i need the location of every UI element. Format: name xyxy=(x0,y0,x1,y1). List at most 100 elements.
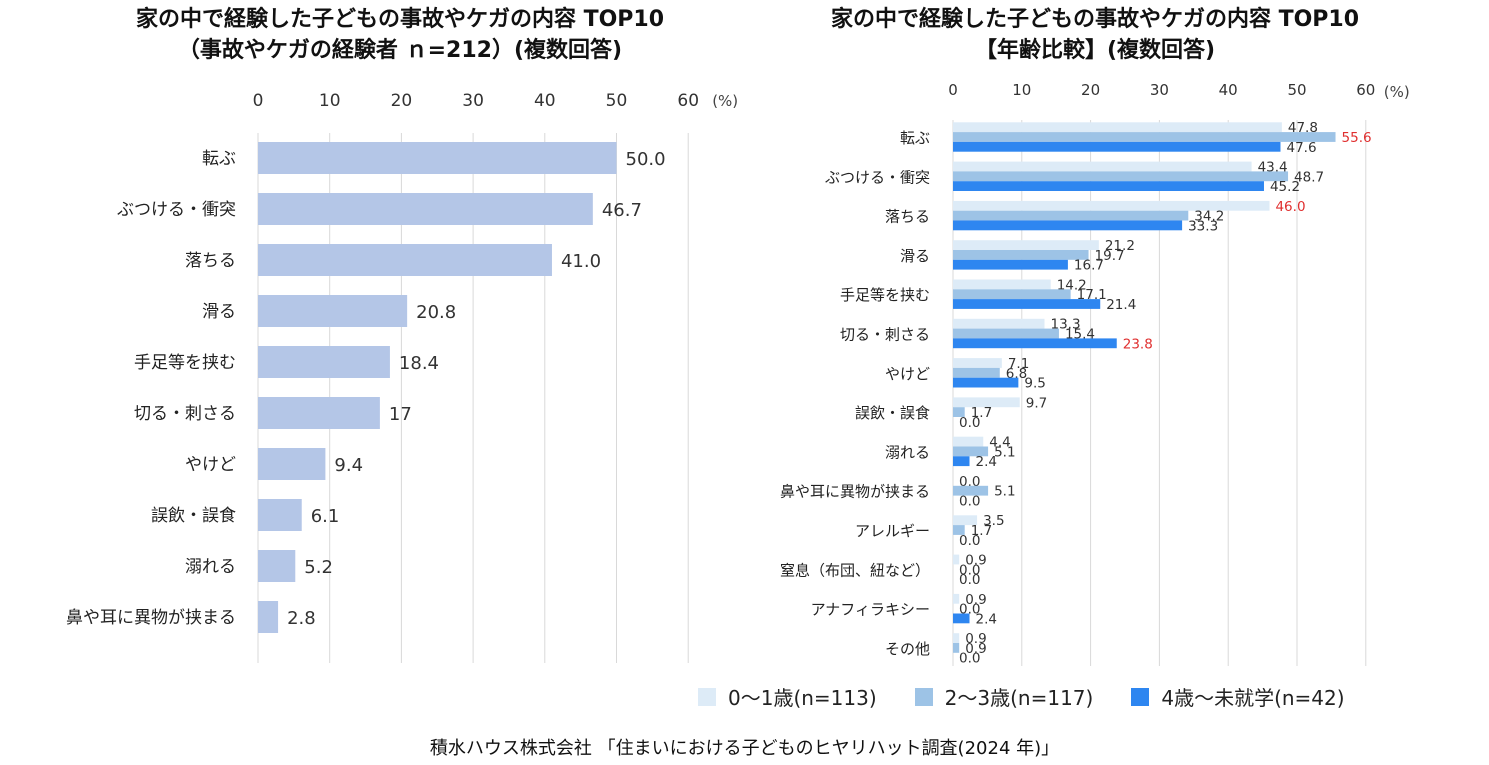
right-tick-label: 50 xyxy=(1287,81,1306,99)
right-bar xyxy=(953,181,1264,191)
right-category-label: 溺れる xyxy=(885,443,930,461)
right-bar xyxy=(953,515,978,526)
right-data-label: 0.0 xyxy=(959,562,980,578)
left-chart-title-line1: 家の中で経験した子どもの事故やケガの内容 TOP10 xyxy=(135,7,665,32)
right-data-label: 0.9 xyxy=(965,641,986,657)
left-chart-subtitle: （事故やケガの経験者 ｎ=212）(複数回答) xyxy=(177,38,623,63)
right-bar xyxy=(953,485,989,496)
right-category-label: 窒息（布団、紐など） xyxy=(780,561,930,579)
right-category-label: 転ぶ xyxy=(900,129,930,147)
legend-swatch-0-1 xyxy=(698,687,716,706)
right-chart-title-line1: 家の中で経験した子どもの事故やケガの内容 TOP10 xyxy=(830,7,1360,32)
right-bar xyxy=(953,367,1000,378)
right-data-label: 46.0 xyxy=(1275,199,1305,215)
source-caption: 積水ハウス株式会社 「住まいにおける子どものヒヤリハット調査(2024 年)」 xyxy=(429,738,1060,759)
left-tick-label: 40 xyxy=(534,91,556,111)
right-data-label: 1.7 xyxy=(971,523,992,539)
right-bar xyxy=(953,141,1281,152)
right-bar xyxy=(953,377,1019,388)
right-tick-label: 40 xyxy=(1219,81,1238,99)
left-bar xyxy=(258,295,408,327)
right-data-label: 21.2 xyxy=(1105,238,1135,254)
right-data-label: 16.7 xyxy=(1074,258,1104,274)
right-data-label: 47.6 xyxy=(1286,140,1316,156)
right-chart-subtitle: 【年齢比較】(複数回答) xyxy=(974,38,1216,63)
right-data-label: 0.0 xyxy=(959,651,980,667)
right-bar xyxy=(953,456,970,467)
left-bar xyxy=(258,346,390,378)
right-category-label: 誤飲・誤食 xyxy=(855,404,930,422)
right-category-label: アナフィラキシー xyxy=(811,601,930,619)
right-category-label: ぶつける・衝突 xyxy=(825,168,930,186)
left-data-label: 5.2 xyxy=(304,557,333,578)
right-bar xyxy=(953,240,1099,250)
legend-item-2-3: 2～3歳(n=117) xyxy=(914,682,1094,711)
right-category-label: 鼻や耳に異物が挟まる xyxy=(780,483,930,501)
right-data-label: 0.0 xyxy=(959,494,980,510)
left-category-label: 転ぶ xyxy=(202,149,236,169)
right-unit-label: (%) xyxy=(1384,83,1410,101)
right-bar xyxy=(953,200,1270,211)
right-data-label: 23.8 xyxy=(1123,336,1153,352)
right-bar xyxy=(953,446,989,457)
left-tick-label: 0 xyxy=(253,91,264,111)
left-category-label: 滑る xyxy=(202,302,236,322)
right-data-label: 0.9 xyxy=(965,553,986,569)
right-category-label: 滑る xyxy=(900,247,930,265)
left-bar xyxy=(258,448,326,480)
right-data-label: 4.4 xyxy=(989,435,1010,451)
left-tick-label: 60 xyxy=(677,91,699,111)
right-data-label: 55.6 xyxy=(1342,130,1372,146)
right-category-label: 手足等を挟む xyxy=(840,286,930,304)
left-category-label: 誤飲・誤食 xyxy=(151,506,236,526)
left-bar xyxy=(258,244,552,276)
right-bar xyxy=(953,358,1002,368)
left-tick-label: 10 xyxy=(319,91,341,111)
left-tick-label: 20 xyxy=(391,91,413,111)
right-bar xyxy=(953,643,960,653)
right-data-label: 34.2 xyxy=(1194,209,1224,225)
left-chart-title: 家の中で経験した子どもの事故やケガの内容 TOP10 （事故やケガの経験者 ｎ=… xyxy=(60,4,740,66)
right-data-label: 2.4 xyxy=(976,454,997,470)
left-bar xyxy=(258,601,279,633)
right-bar xyxy=(953,299,1101,309)
right-data-label: 0.9 xyxy=(965,631,986,647)
legend-item-0-1: 0～1歳(n=113) xyxy=(698,682,877,711)
legend-label-2-3: 2～3歳(n=117) xyxy=(944,686,1094,710)
left-data-label: 17 xyxy=(389,404,412,425)
right-data-label: 9.5 xyxy=(1024,376,1045,392)
left-tick-label: 30 xyxy=(462,91,484,111)
right-bar xyxy=(953,338,1117,349)
right-bar xyxy=(953,407,965,417)
right-data-label: 7.1 xyxy=(1008,356,1029,372)
right-data-label: 19.7 xyxy=(1095,248,1125,264)
right-bar xyxy=(953,171,1289,182)
left-bar xyxy=(258,142,617,174)
left-category-label: やけど xyxy=(185,455,236,475)
left-data-label: 20.8 xyxy=(416,302,456,323)
legend-swatch-4-preschool xyxy=(1131,687,1150,706)
right-bar xyxy=(953,554,960,565)
right-tick-label: 30 xyxy=(1150,81,1169,99)
right-category-label: 切る・刺さる xyxy=(840,326,930,344)
right-bar xyxy=(953,525,965,535)
right-bar xyxy=(953,593,960,604)
right-bar xyxy=(953,613,970,624)
right-data-label: 9.7 xyxy=(1026,395,1047,411)
right-data-label: 0.0 xyxy=(959,572,980,588)
right-bar xyxy=(953,328,1059,339)
right-category-label: その他 xyxy=(885,640,930,658)
right-tick-label: 10 xyxy=(1012,81,1031,99)
right-data-label: 5.1 xyxy=(994,444,1015,460)
right-bar xyxy=(953,289,1071,300)
legend-swatch-2-3 xyxy=(914,687,933,706)
right-bar-chart: 0 10 20 30 40 50 60 (%)転ぶ47.855.647.6ぶつける・衝突43.… xyxy=(780,81,1410,667)
right-bar xyxy=(953,259,1068,270)
right-category-label: 落ちる xyxy=(885,208,930,226)
left-data-label: 50.0 xyxy=(626,149,666,170)
right-data-label: 0.0 xyxy=(959,415,980,431)
right-tick-label: 60 xyxy=(1356,81,1375,99)
left-bar-chart: 0 10 20 30 40 50 60 (%) 転ぶ 50.0 ぶつける・衝突 46.7 落ちる 41.0… xyxy=(66,91,738,663)
right-bar xyxy=(953,318,1045,329)
right-category-label: やけど xyxy=(885,365,930,383)
